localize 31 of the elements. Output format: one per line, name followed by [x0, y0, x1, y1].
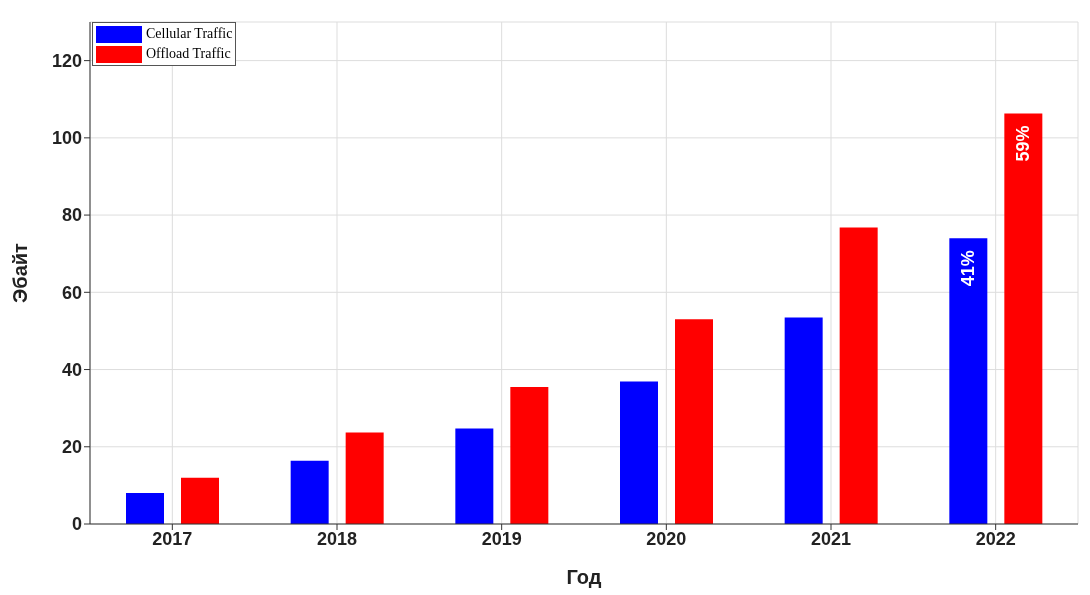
- x-tick-label: 2020: [646, 528, 687, 549]
- x-tick-label: 2022: [975, 528, 1016, 549]
- y-tick-label: 100: [51, 128, 82, 149]
- y-tick-label: 120: [51, 51, 82, 72]
- x-tick-label: 2017: [152, 528, 193, 549]
- annotation: 59%: [1013, 125, 1034, 162]
- x-tick-label: 2021: [810, 528, 852, 549]
- y-tick-label: 80: [61, 205, 82, 226]
- bar: [949, 238, 988, 524]
- bar: [455, 428, 494, 524]
- bar: [126, 493, 164, 524]
- bar: [620, 381, 658, 524]
- y-tick-label: 0: [71, 514, 82, 535]
- bar: [839, 227, 878, 524]
- bar: [290, 460, 329, 524]
- bar: [784, 317, 823, 524]
- legend-label: Cellular Traffic: [146, 26, 233, 42]
- x-tick-label: 2019: [481, 528, 522, 549]
- bar: [1004, 113, 1043, 524]
- bar: [345, 432, 384, 524]
- bar: [675, 319, 713, 524]
- bar: [510, 386, 549, 524]
- x-axis-title: Год: [566, 566, 602, 588]
- annotation: 41%: [958, 250, 979, 287]
- y-tick-label: 40: [61, 359, 82, 380]
- y-tick-label: 20: [61, 437, 82, 458]
- y-axis-title: Эбайт: [9, 242, 32, 303]
- legend-label: Offload Traffic: [146, 46, 231, 62]
- x-tick-label: 2018: [316, 528, 358, 549]
- y-tick-label: 60: [61, 282, 82, 303]
- bar: [181, 477, 219, 524]
